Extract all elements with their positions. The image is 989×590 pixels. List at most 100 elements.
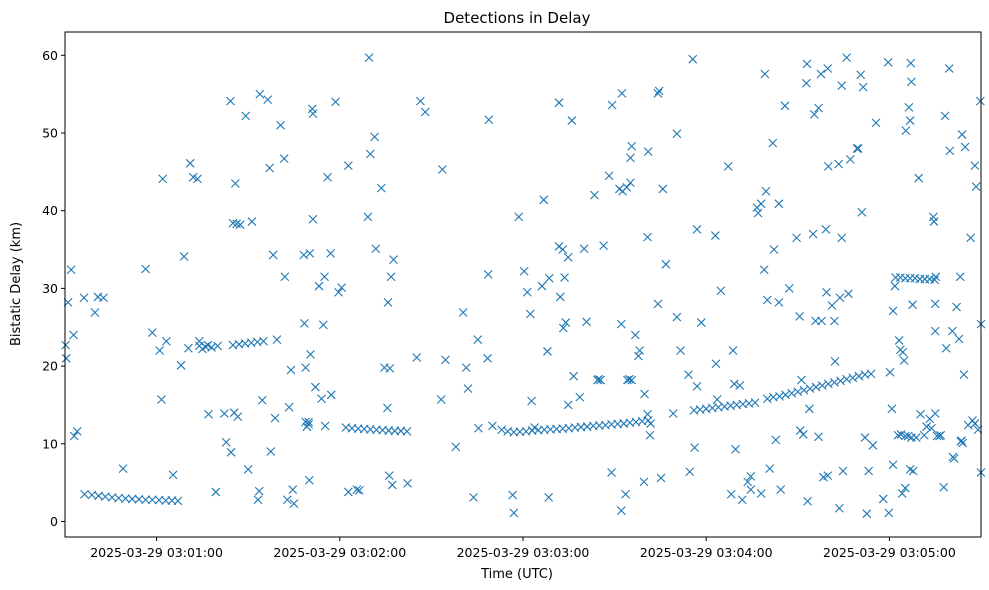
data-point (780, 101, 790, 111)
data-point (157, 395, 166, 404)
data-point (230, 179, 240, 188)
data-point (420, 107, 430, 117)
data-point (558, 323, 568, 333)
data-point (582, 317, 591, 327)
data-point (814, 103, 823, 113)
data-point (247, 217, 257, 226)
data-point (79, 293, 89, 303)
data-point (842, 53, 852, 63)
data-point (179, 252, 189, 261)
data-point (343, 487, 353, 497)
data-point (488, 421, 497, 431)
data-point (908, 300, 917, 310)
data-point (927, 423, 936, 433)
data-point (544, 492, 554, 502)
data-point (626, 178, 635, 188)
data-point (743, 477, 753, 487)
data-point (320, 272, 329, 282)
data-point (183, 343, 193, 353)
data-point (226, 96, 235, 106)
data-point (308, 214, 318, 224)
data-point (484, 115, 494, 125)
data-point (626, 153, 635, 163)
data-point (403, 479, 412, 488)
data-point (352, 485, 362, 494)
data-point (908, 466, 918, 476)
data-point (537, 281, 547, 291)
data-point (672, 129, 682, 139)
data-point (776, 485, 786, 494)
data-point (797, 375, 806, 385)
data-point (522, 287, 532, 297)
data-point (168, 470, 178, 480)
data-point (970, 419, 980, 428)
data-point (931, 272, 941, 282)
data-point (627, 141, 637, 151)
data-point (959, 370, 969, 380)
y-tick-label: 60 (42, 48, 58, 63)
data-point (906, 77, 916, 87)
data-point (560, 273, 569, 282)
data-point (416, 96, 425, 106)
data-point (279, 154, 289, 164)
data-point (265, 163, 274, 173)
data-point (774, 297, 784, 307)
data-point (888, 306, 898, 316)
data-point (308, 109, 318, 118)
data-point (871, 118, 881, 128)
data-point (555, 292, 565, 302)
data-point (320, 421, 330, 431)
data-point (817, 381, 827, 390)
data-point (161, 336, 171, 346)
data-point (838, 466, 848, 476)
data-point (692, 381, 702, 391)
data-point (579, 244, 589, 254)
data-point (821, 224, 831, 234)
data-point (90, 308, 100, 317)
data-point (376, 183, 386, 193)
data-point (235, 220, 245, 230)
data-point (461, 363, 471, 373)
data-point (835, 293, 845, 303)
data-point (830, 378, 839, 387)
data-point (793, 387, 803, 397)
data-point (147, 328, 157, 338)
data-point (594, 374, 604, 384)
data-point (848, 373, 858, 383)
data-point (497, 425, 507, 435)
data-point (653, 299, 663, 309)
data-point (940, 111, 950, 121)
data-point (617, 88, 627, 98)
data-point (473, 335, 483, 345)
y-axis-title: Bistatic Delay (km) (9, 222, 24, 346)
data-point (795, 311, 805, 321)
data-point (930, 275, 939, 285)
data-point (254, 486, 264, 496)
data-point (837, 81, 847, 90)
data-point (672, 312, 682, 322)
y-tick-label: 50 (42, 126, 58, 141)
data-point (508, 490, 518, 500)
data-point (80, 489, 89, 499)
data-point (746, 485, 756, 494)
data-point (305, 249, 315, 258)
data-point (805, 404, 814, 414)
data-point (905, 116, 915, 125)
data-point (654, 86, 664, 96)
data-point (816, 69, 826, 79)
data-point (326, 390, 336, 400)
data-point (173, 496, 183, 506)
data-point (857, 207, 867, 217)
data-point (539, 195, 549, 205)
data-point (525, 309, 535, 319)
data-point (288, 485, 298, 494)
y-axis: 0 10 20 30 40 50 60 (42, 48, 65, 529)
data-point (802, 59, 812, 69)
y-tick-label: 40 (42, 203, 58, 218)
data-point (211, 487, 221, 497)
data-point (911, 433, 921, 442)
data-point (569, 371, 579, 381)
data-point (728, 346, 738, 355)
data-markers (61, 53, 986, 519)
data-point (914, 173, 924, 183)
